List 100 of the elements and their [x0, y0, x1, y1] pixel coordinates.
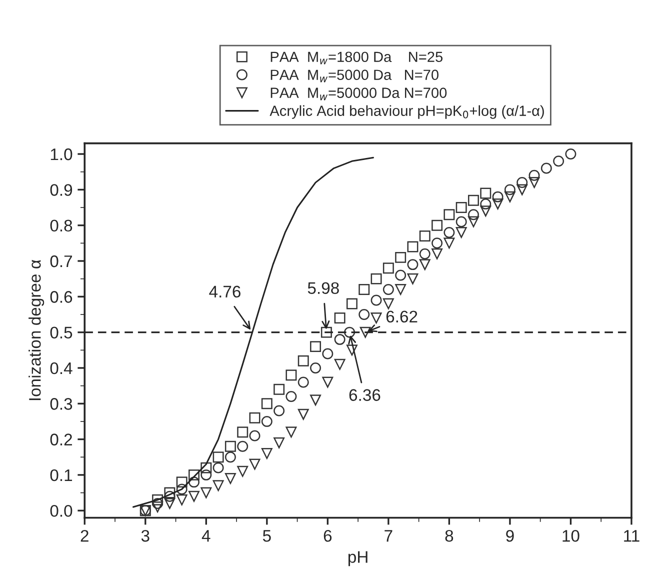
legend-label: PAA M$_{w}$=5000 Da N=70: [270, 70, 438, 82]
point: [360, 326, 371, 338]
point: [286, 426, 297, 438]
point: [516, 177, 528, 188]
point: [382, 262, 394, 274]
legend-label: PAA M$_{w}$=50000 Da N=700: [270, 88, 447, 100]
point: [553, 156, 564, 167]
x-tick-label: 10: [562, 530, 580, 542]
point: [212, 452, 224, 463]
point: [456, 216, 467, 228]
y-tick-label: 0.0: [50, 504, 72, 517]
point: [419, 230, 430, 242]
point: [188, 469, 200, 480]
point: [200, 487, 212, 498]
point: [419, 259, 430, 270]
point: [224, 452, 236, 463]
point: [224, 440, 236, 452]
point: [480, 198, 492, 210]
point: [286, 391, 297, 402]
point: [358, 308, 370, 320]
point: [188, 476, 200, 488]
point: [164, 487, 176, 498]
point: [334, 358, 346, 370]
point: [152, 502, 164, 513]
point: [432, 238, 443, 249]
point: [432, 248, 443, 260]
point: [480, 188, 492, 199]
point: [565, 148, 576, 160]
point: [322, 376, 334, 388]
point: [334, 334, 346, 345]
point: [516, 184, 528, 196]
point: [249, 430, 260, 442]
point: [249, 458, 260, 470]
y-axis-title: Ionization degree α: [28, 260, 44, 400]
y-tick-label: 1.0: [50, 148, 72, 160]
point: [224, 473, 236, 484]
point: [468, 216, 479, 228]
y-tick-label: 0.5: [50, 326, 72, 339]
annotation: 6.62: [386, 310, 418, 323]
point: [334, 312, 346, 324]
point: [419, 248, 430, 260]
y-tick-label: 0.2: [50, 434, 72, 446]
point: [346, 344, 358, 356]
point: [212, 480, 224, 492]
point: [298, 408, 309, 420]
x-tick-label: 8: [445, 530, 454, 542]
point: [432, 220, 443, 231]
point: [237, 466, 248, 477]
point: [456, 202, 467, 213]
point: [298, 355, 309, 366]
point: [528, 170, 540, 181]
point: [322, 348, 334, 360]
point: [344, 326, 356, 338]
legend-label: PAA M$_{w}$=1800 Da N=25: [270, 52, 443, 64]
point: [152, 494, 164, 506]
point: [407, 241, 418, 252]
point: [274, 384, 285, 395]
legend-label: Acrylic Acid behaviour pH=pK$_{0}$+log (α/1-α): [270, 105, 544, 119]
point: [176, 476, 188, 488]
point: [492, 198, 504, 210]
point: [261, 398, 272, 410]
point: [298, 376, 309, 388]
annotation: 6.36: [349, 389, 380, 401]
y-tick-label: 0.4: [50, 362, 72, 374]
point: [456, 226, 467, 238]
point: [528, 177, 540, 188]
point: [407, 259, 418, 270]
y-tick-label: 0.8: [50, 220, 72, 232]
point: [468, 209, 479, 220]
point: [358, 284, 370, 296]
point: [504, 191, 516, 202]
point: [200, 462, 212, 474]
point: [320, 326, 332, 338]
point: [492, 191, 504, 202]
point: [310, 362, 322, 374]
point: [468, 194, 479, 206]
x-tick-label: 5: [262, 530, 271, 542]
x-tick-label: 9: [506, 530, 514, 542]
point: [200, 469, 212, 480]
x-tick-label: 4: [202, 530, 210, 542]
annotation: 4.76: [209, 286, 240, 298]
point: [176, 484, 188, 495]
point: [286, 370, 297, 381]
point: [504, 184, 516, 196]
point: [346, 298, 358, 310]
point: [188, 490, 200, 502]
point: [444, 209, 455, 220]
point: [249, 412, 260, 424]
point: [480, 206, 492, 217]
point: [370, 312, 382, 324]
point: [540, 162, 552, 174]
y-tick-label: 0.7: [50, 255, 72, 268]
point: [310, 394, 322, 406]
point: [395, 270, 406, 281]
point: [237, 426, 248, 438]
point: [274, 437, 285, 448]
y-tick-label: 0.6: [50, 291, 72, 303]
x-tick-label: 3: [141, 530, 150, 542]
x-axis-title: pH: [348, 551, 368, 566]
x-tick-label: 7: [384, 530, 392, 542]
